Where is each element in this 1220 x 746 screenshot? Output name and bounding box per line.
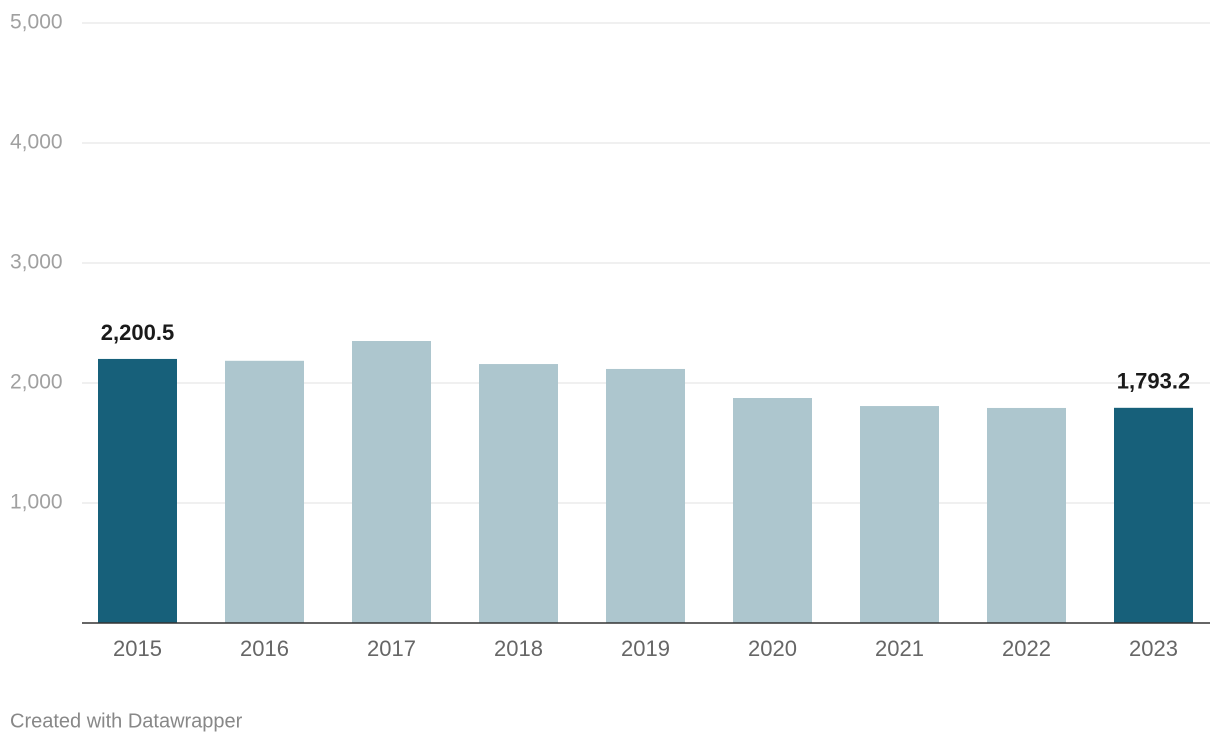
x-tick-label: 2016 [240, 636, 289, 661]
x-tick-label: 2015 [113, 636, 162, 661]
bar [225, 360, 304, 623]
y-tick-label: 3,000 [10, 251, 63, 274]
bar [98, 358, 177, 623]
x-tick-label: 2017 [367, 636, 416, 661]
x-tick-label: 2021 [875, 636, 924, 661]
y-tick-label: 5,000 [10, 11, 63, 34]
bar [987, 407, 1066, 623]
value-label: 1,793.2 [1117, 369, 1190, 394]
bar [606, 368, 685, 623]
bar [479, 364, 558, 623]
bar [1114, 407, 1193, 623]
x-tick-label: 2018 [494, 636, 543, 661]
bar [352, 341, 431, 623]
y-tick-label: 4,000 [10, 131, 63, 154]
footer: Created with Datawrapper [10, 710, 243, 732]
y-tick-label: 1,000 [10, 491, 63, 514]
bar [860, 406, 939, 623]
x-tick-label: 2022 [1002, 636, 1051, 661]
x-tick-label: 2020 [748, 636, 797, 661]
bar [733, 398, 812, 623]
y-tick-label: 2,000 [10, 371, 63, 394]
value-label: 2,200.5 [101, 320, 174, 345]
x-tick-label: 2023 [1129, 636, 1178, 661]
x-tick-label: 2019 [621, 636, 670, 661]
